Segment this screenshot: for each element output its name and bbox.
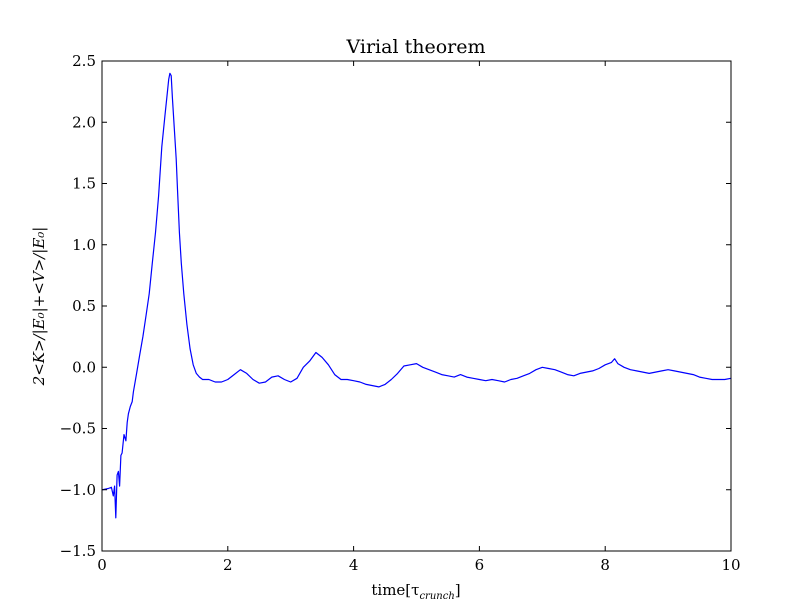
x-tick-label: 4	[349, 556, 359, 574]
y-tick-label: −1.0	[60, 481, 96, 499]
x-axis-label-main: time[τ	[371, 581, 419, 599]
series-line-0	[101, 72, 732, 519]
y-tick-label: 2.0	[72, 113, 96, 131]
x-tick-label: 8	[600, 556, 610, 574]
chart-title: Virial theorem	[346, 36, 486, 58]
y-axis: −1.5 −1.0 −0.5 0.0 0.5 1.0 1.5 2.0 2.5	[60, 52, 731, 560]
y-tick-label: 0.0	[72, 358, 96, 376]
x-axis: 0 2 4 6 8 10	[97, 61, 741, 574]
y-tick-label: 1.5	[72, 175, 96, 193]
y-tick-label: 0.5	[72, 297, 96, 315]
y-tick-label: −0.5	[60, 420, 96, 438]
plot-area	[101, 72, 732, 519]
y-tick-label: 1.0	[72, 236, 96, 254]
x-tick-label: 2	[223, 556, 233, 574]
x-axis-label-subscript: crunch	[419, 591, 454, 602]
y-tick-label: 2.5	[72, 52, 96, 70]
y-tick-label: −1.5	[60, 542, 96, 560]
x-tick-label: 0	[97, 556, 107, 574]
y-axis-label: 2<K>/|E₀|+<V>/|E₀|	[30, 227, 48, 387]
x-axis-label: time[τcrunch]	[371, 581, 460, 602]
x-tick-label: 6	[475, 556, 485, 574]
x-tick-label: 10	[721, 556, 740, 574]
x-axis-label-close: ]	[455, 581, 461, 599]
